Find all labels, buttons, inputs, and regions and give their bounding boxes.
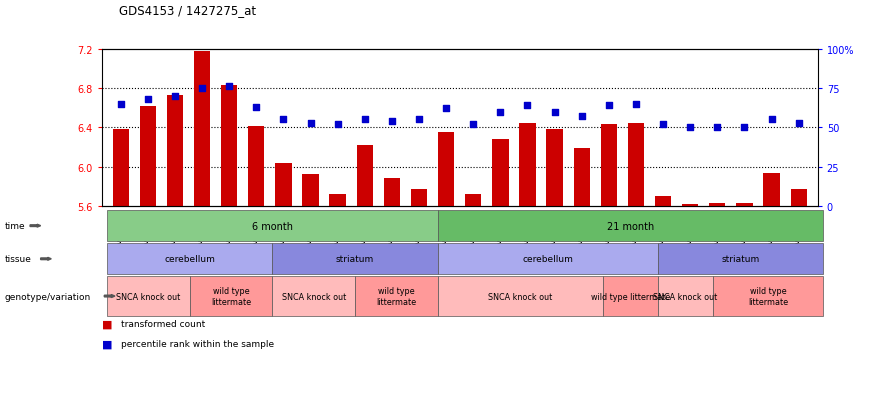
Point: [765, 117, 779, 123]
Text: tissue: tissue: [4, 255, 31, 263]
Bar: [140, 107, 156, 206]
Text: SNCA knock out: SNCA knock out: [653, 292, 718, 301]
Text: SNCA knock out: SNCA knock out: [117, 292, 180, 301]
Point: [249, 104, 263, 111]
Point: [656, 121, 670, 128]
Text: time: time: [4, 222, 25, 230]
Text: ■: ■: [102, 339, 112, 349]
Bar: [682, 204, 698, 206]
Text: GDS4153 / 1427275_at: GDS4153 / 1427275_at: [119, 4, 256, 17]
Bar: [520, 124, 536, 206]
Point: [168, 93, 182, 100]
Point: [222, 84, 236, 90]
Point: [792, 120, 806, 127]
Bar: [465, 195, 482, 206]
Text: 6 month: 6 month: [252, 221, 293, 231]
Bar: [411, 190, 427, 206]
Bar: [167, 96, 183, 206]
Point: [737, 125, 751, 131]
Bar: [248, 127, 264, 206]
Bar: [764, 173, 780, 206]
Text: SNCA knock out: SNCA knock out: [282, 292, 346, 301]
Bar: [790, 190, 807, 206]
Text: percentile rank within the sample: percentile rank within the sample: [121, 339, 274, 349]
Bar: [601, 125, 617, 206]
Bar: [546, 130, 563, 206]
Bar: [438, 133, 454, 206]
Bar: [384, 179, 400, 206]
Point: [547, 109, 561, 116]
Bar: [736, 204, 752, 206]
Text: genotype/variation: genotype/variation: [4, 292, 91, 301]
Bar: [194, 52, 210, 206]
Text: ■: ■: [102, 319, 112, 329]
Point: [602, 103, 616, 109]
Point: [439, 106, 453, 112]
Text: transformed count: transformed count: [121, 320, 205, 329]
Bar: [356, 146, 373, 206]
Bar: [112, 130, 129, 206]
Point: [629, 101, 643, 108]
Bar: [492, 140, 508, 206]
Point: [195, 85, 210, 92]
Text: striatum: striatum: [336, 255, 374, 263]
Text: cerebellum: cerebellum: [522, 255, 573, 263]
Point: [358, 117, 372, 123]
Text: striatum: striatum: [721, 255, 759, 263]
Point: [113, 101, 127, 108]
Point: [466, 121, 480, 128]
Point: [303, 120, 317, 127]
Bar: [330, 195, 346, 206]
Point: [575, 114, 589, 120]
Point: [683, 125, 697, 131]
Point: [141, 97, 155, 103]
Point: [412, 117, 426, 123]
Bar: [302, 174, 318, 206]
Point: [521, 103, 535, 109]
Point: [385, 119, 399, 125]
Text: wild type littermate: wild type littermate: [591, 292, 670, 301]
Point: [277, 117, 291, 123]
Text: cerebellum: cerebellum: [164, 255, 215, 263]
Text: SNCA knock out: SNCA knock out: [488, 292, 552, 301]
Point: [331, 121, 345, 128]
Text: wild type
littermate: wild type littermate: [377, 287, 416, 306]
Point: [710, 125, 724, 131]
Bar: [655, 197, 671, 206]
Bar: [628, 124, 644, 206]
Bar: [709, 204, 726, 206]
Bar: [275, 163, 292, 206]
Text: 21 month: 21 month: [606, 221, 654, 231]
Point: [493, 109, 507, 116]
Bar: [574, 149, 590, 206]
Text: wild type
littermate: wild type littermate: [211, 287, 251, 306]
Bar: [221, 86, 237, 206]
Text: wild type
littermate: wild type littermate: [748, 287, 789, 306]
